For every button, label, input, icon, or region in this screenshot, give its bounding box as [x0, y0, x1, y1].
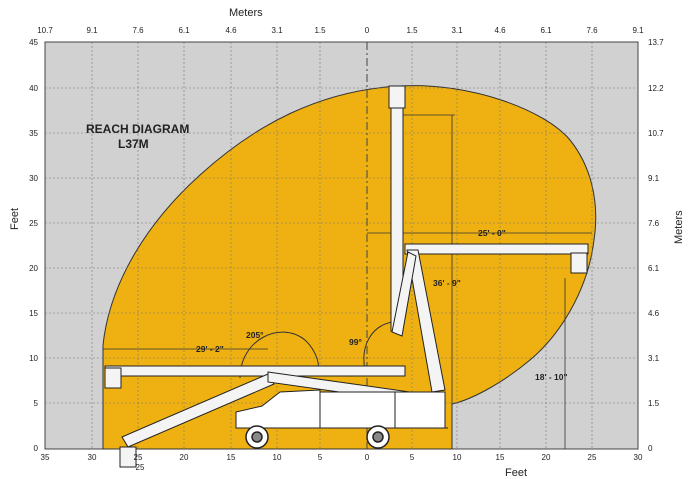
dim-horizontal-right: 25' - 0": [478, 228, 506, 238]
bottom-axis-ticks: 35 30 25 20 15 10 5 0 5 10 15 20 25 30: [41, 453, 643, 462]
left-tick-label: 45: [29, 38, 38, 47]
dim-vertical-right: 36' - 9": [433, 278, 461, 288]
bottom-subtick-label: 25: [136, 463, 145, 472]
left-tick-label: 40: [29, 84, 38, 93]
top-tick-label: 9.1: [632, 26, 644, 35]
dim-platform-height: 18' - 10": [535, 372, 568, 382]
bottom-tick-label: 20: [180, 453, 189, 462]
left-axis-title: Feet: [9, 208, 21, 230]
right-tick-label: 10.7: [648, 129, 664, 138]
bottom-axis-title: Feet: [505, 467, 527, 479]
bottom-tick-label: 30: [88, 453, 97, 462]
right-tick-label: 13.7: [648, 38, 664, 47]
right-axis-title: Meters: [673, 210, 685, 244]
bottom-tick-label: 25: [588, 453, 597, 462]
bottom-tick-label: 10: [453, 453, 462, 462]
left-tick-label: 25: [29, 219, 38, 228]
bottom-tick-label: 35: [41, 453, 50, 462]
bottom-tick-label: 5: [318, 453, 323, 462]
top-tick-label: 9.1: [86, 26, 98, 35]
right-tick-label: 7.6: [648, 219, 660, 228]
top-tick-label: 1.5: [314, 26, 326, 35]
diagram-title-line1: REACH DIAGRAM: [86, 122, 189, 136]
left-tick-label: 15: [29, 309, 38, 318]
top-tick-label: 7.6: [586, 26, 598, 35]
bottom-tick-label: 10: [273, 453, 282, 462]
bottom-tick-label: 0: [365, 453, 370, 462]
right-axis-ticks: 13.7 12.2 10.7 9.1 7.6 6.1 4.6 3.1 1.5 0: [648, 38, 664, 453]
right-tick-label: 12.2: [648, 84, 664, 93]
top-tick-label: 6.1: [540, 26, 552, 35]
top-tick-label: 3.1: [451, 26, 463, 35]
left-tick-label: 20: [29, 264, 38, 273]
left-axis-ticks: 45 40 35 30 25 20 15 10 5 0: [29, 38, 38, 453]
bottom-tick-label: 30: [634, 453, 643, 462]
right-tick-label: 3.1: [648, 354, 660, 363]
angle-arc-left: [239, 331, 320, 379]
top-axis-title: Meters: [229, 7, 263, 19]
top-tick-label: 0: [365, 26, 370, 35]
booms: [104, 85, 589, 448]
bottom-tick-label: 20: [542, 453, 551, 462]
dimension-lines: [103, 114, 592, 449]
bottom-tick-label: 25: [134, 453, 143, 462]
bottom-tick-label: 15: [227, 453, 236, 462]
right-tick-label: 9.1: [648, 174, 660, 183]
top-tick-label: 10.7: [37, 26, 53, 35]
top-tick-label: 4.6: [494, 26, 506, 35]
left-tick-label: 0: [34, 444, 39, 453]
angle-arc-right: [363, 321, 393, 371]
buckets: [104, 85, 588, 468]
right-tick-label: 6.1: [648, 264, 660, 273]
bottom-tick-label: 5: [410, 453, 415, 462]
left-tick-label: 5: [34, 399, 39, 408]
angle-left-label: 205°: [246, 330, 264, 340]
right-tick-label: 4.6: [648, 309, 660, 318]
dim-horizontal-left: 29' - 2": [196, 344, 224, 354]
left-tick-label: 10: [29, 354, 38, 363]
angle-right-label: 99°: [349, 337, 362, 347]
diagram-title-line2: L37M: [118, 137, 149, 151]
right-tick-label: 1.5: [648, 399, 660, 408]
top-tick-label: 7.6: [132, 26, 144, 35]
top-tick-label: 4.6: [225, 26, 237, 35]
truck-wheels: [245, 425, 390, 449]
top-axis-ticks: 10.7 9.1 7.6 6.1 4.6 3.1 1.5 0 1.5 3.1 4.6 6.1 7.6 9.…: [37, 26, 644, 35]
top-tick-label: 6.1: [178, 26, 190, 35]
bottom-tick-label: 15: [496, 453, 505, 462]
left-tick-label: 35: [29, 129, 38, 138]
right-tick-label: 0: [648, 444, 653, 453]
top-tick-label: 1.5: [406, 26, 418, 35]
left-tick-label: 30: [29, 174, 38, 183]
top-tick-label: 3.1: [271, 26, 283, 35]
